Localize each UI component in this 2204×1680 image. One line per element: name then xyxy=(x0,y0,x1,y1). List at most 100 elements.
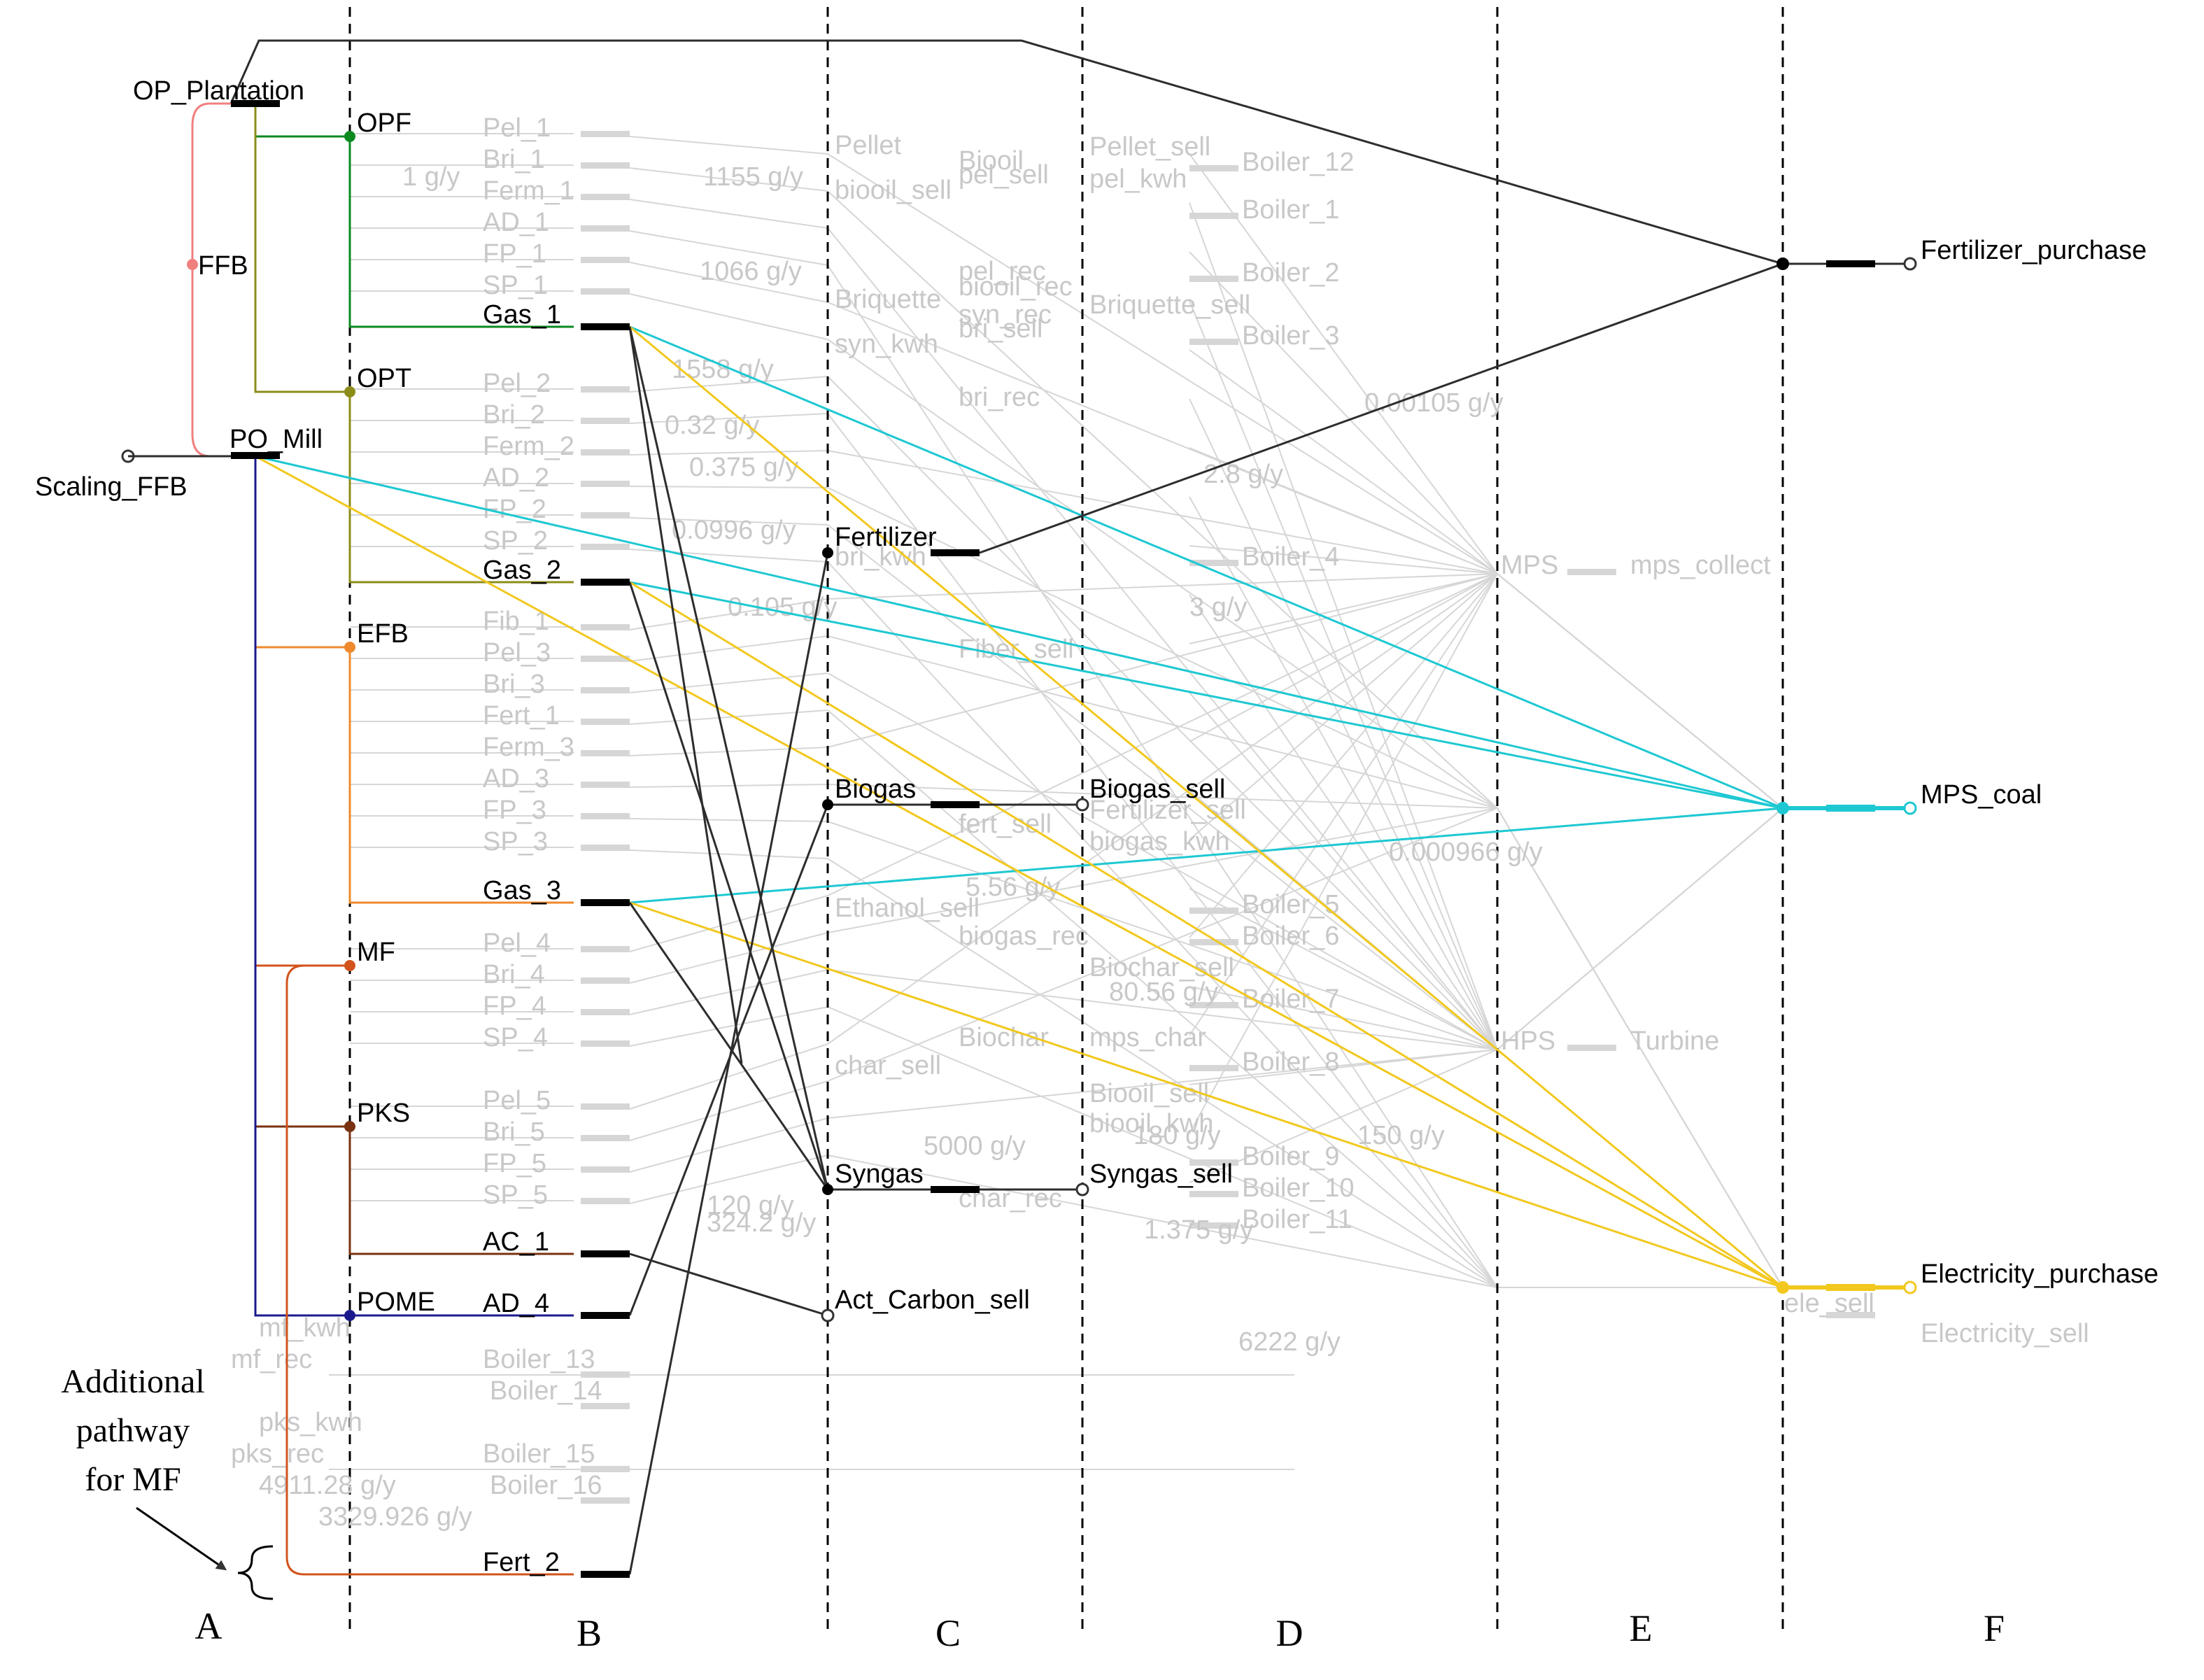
inactive-bar-boiler_1 xyxy=(1189,213,1238,219)
label-biogas-sell: Biogas_sell xyxy=(1089,775,1225,804)
inactive-bar-pel_3 xyxy=(581,656,630,662)
inactive-mesh-ce-14 xyxy=(827,672,1498,1050)
section-d: D xyxy=(1276,1612,1304,1654)
inactive-process-bri_4: Bri_4 xyxy=(483,960,545,989)
annotation-line-2: pathway xyxy=(76,1412,190,1449)
inactive-mesh-bc-12 xyxy=(629,598,828,630)
label-pome: POME xyxy=(357,1287,435,1317)
flow-gas2-syngas xyxy=(628,581,829,1190)
inactive-mesh-ce-1 xyxy=(827,190,1498,809)
label-mps-coal: MPS_coal xyxy=(1921,780,2042,810)
inactive-d-boiler_6: Boiler_6 xyxy=(1242,922,1339,951)
label-po-mill: PO_Mill xyxy=(229,425,323,454)
node-fertilizer xyxy=(822,547,833,558)
inactive-process-pel_5: Pel_5 xyxy=(483,1086,551,1115)
inactive-mesh-de-21 xyxy=(1189,1049,1498,1183)
inactive-mesh-bc-8 xyxy=(629,450,828,456)
inactive-product-bri_rec: bri_rec xyxy=(959,383,1040,412)
active-labels: OP_Plantation FFB Scaling_FFB PO_Mill OP… xyxy=(35,76,2159,1577)
inactive-mesh-bc-7 xyxy=(629,413,828,424)
flow-label-12: 5.56 g/y xyxy=(966,873,1060,902)
node-fert-hub xyxy=(1776,257,1789,270)
inactive-bar-bri_5 xyxy=(581,1135,630,1141)
inactive-product-ethanol_sell: Ethanol_sell xyxy=(835,894,980,923)
label-mf: MF xyxy=(357,938,395,967)
inactive-bar-ferm_2 xyxy=(581,449,630,456)
inactive-bar-sp_5 xyxy=(581,1198,630,1204)
flow-label-10: 2.8 g/y xyxy=(1203,460,1283,489)
flow-elec-4 xyxy=(629,901,1783,1289)
flow-label-7: 0.105 g/y xyxy=(728,593,837,622)
annotation-line-3: for MF xyxy=(85,1461,181,1498)
inactive-product-biooil_sell: biooil_sell xyxy=(835,176,952,205)
inactive-mesh-de-9 xyxy=(1189,594,1498,1050)
flow-coal-2 xyxy=(629,325,1783,810)
section-f: F xyxy=(1984,1607,2005,1649)
inactive-mesh-bc-17 xyxy=(629,784,828,788)
flow-label-18: 324.2 g/y xyxy=(707,1208,816,1238)
inactive-bar-ferm_3 xyxy=(581,750,630,756)
inactive-mesh-bc-26 xyxy=(629,1117,828,1173)
inactive-process-bri_1: Bri_1 xyxy=(483,145,545,174)
inactive-process-ferm_3: Ferm_3 xyxy=(483,733,574,762)
inactive-e-mps-collect: mps_collect xyxy=(1630,551,1771,580)
inactive-d-mps_char: mps_char xyxy=(1089,1023,1206,1052)
flow-gas1-syngas xyxy=(628,326,829,1190)
active-flows xyxy=(191,39,1910,1576)
inactive-d-biogas_kwh: biogas_kwh xyxy=(1089,827,1230,856)
inactive-d-pel_kwh: pel_kwh xyxy=(1089,164,1187,194)
inactive-bar-pel_5 xyxy=(581,1103,630,1110)
inactive-process-fp_2: FP_2 xyxy=(483,495,546,524)
inactive-d-boiler_7: Boiler_7 xyxy=(1242,984,1339,1014)
flow-label-0: 1 g/y xyxy=(402,162,460,192)
inactive-process-fib_1: Fib_1 xyxy=(483,607,549,636)
inactive-product-biooil: Biooil xyxy=(959,146,1024,176)
inactive-labels: Pel_1Bri_1Ferm_1AD_1FP_1SP_1Pel_2Bri_2Fe… xyxy=(231,113,2089,1532)
inactive-mesh-bc-11 xyxy=(629,549,828,563)
label-syngas-sell: Syngas_sell xyxy=(1089,1159,1233,1189)
label-elec-purchase: Electricity_purchase xyxy=(1921,1259,2159,1289)
inactive-mesh-bc-19 xyxy=(629,849,828,859)
inactive-bar-bri_1 xyxy=(581,162,630,169)
inactive-mesh-bc-4 xyxy=(629,262,828,303)
inactive-bottom-boiler_14: Boiler_14 xyxy=(490,1376,602,1406)
inactive-bar-fert_1 xyxy=(581,719,630,725)
inactive-mesh-de-6 xyxy=(1189,447,1498,574)
inactive-e-turbine: Turbine xyxy=(1630,1026,1719,1056)
label-op-plantation: OP_Plantation xyxy=(133,76,304,106)
inactive-process-ad_2: AD_2 xyxy=(483,463,549,493)
inactive-bar-ad_2 xyxy=(581,481,630,487)
inactive-mesh-ce-20 xyxy=(827,573,1498,896)
inactive-process-pel_2: Pel_2 xyxy=(483,369,551,398)
nodes xyxy=(121,131,1917,1322)
inactive-process-pel_4: Pel_4 xyxy=(483,929,551,958)
label-biogas: Biogas xyxy=(835,775,916,804)
node-syngas xyxy=(822,1184,833,1195)
flow-mf-in xyxy=(254,456,350,967)
node-biogas-sell xyxy=(1075,798,1089,812)
bar-op-plantation xyxy=(231,100,280,107)
inactive-mesh-bc-2 xyxy=(629,199,828,229)
bar-mps-coal xyxy=(1826,805,1875,812)
annotation-line-1: Additional xyxy=(61,1363,204,1400)
inactive-process-pel_3: Pel_3 xyxy=(483,638,551,668)
label-pks: PKS xyxy=(357,1099,410,1128)
flow-label-13: 80.56 g/y xyxy=(1109,977,1218,1007)
inactive-mesh-ce-8 xyxy=(827,450,1498,574)
inactive-d-briquette_sell: Briquette_sell xyxy=(1089,290,1250,320)
bar-fert-purchase xyxy=(1826,260,1875,267)
inactive-bar-boiler_10 xyxy=(1189,1191,1238,1197)
bar-biogas xyxy=(931,801,980,808)
inactive-d-boiler_12: Boiler_12 xyxy=(1242,148,1355,177)
inactive-mesh-de-3 xyxy=(1189,300,1498,1050)
inactive-bar-pel_2 xyxy=(581,386,630,393)
inactive-d-pellet_sell: Pellet_sell xyxy=(1089,132,1210,162)
inactive-d-boiler_2: Boiler_2 xyxy=(1242,258,1339,288)
inactive-bar-boiler_8 xyxy=(1189,1065,1238,1071)
inactive-product-bri_sell: bri_sell xyxy=(959,314,1043,344)
flow-coal-1 xyxy=(255,455,1783,810)
section-b: B xyxy=(577,1612,602,1654)
inactive-mesh-de-10 xyxy=(1189,573,1498,644)
inactive-mesh-ce-27 xyxy=(827,1155,1498,1288)
inactive-bar-bri_3 xyxy=(581,687,630,693)
